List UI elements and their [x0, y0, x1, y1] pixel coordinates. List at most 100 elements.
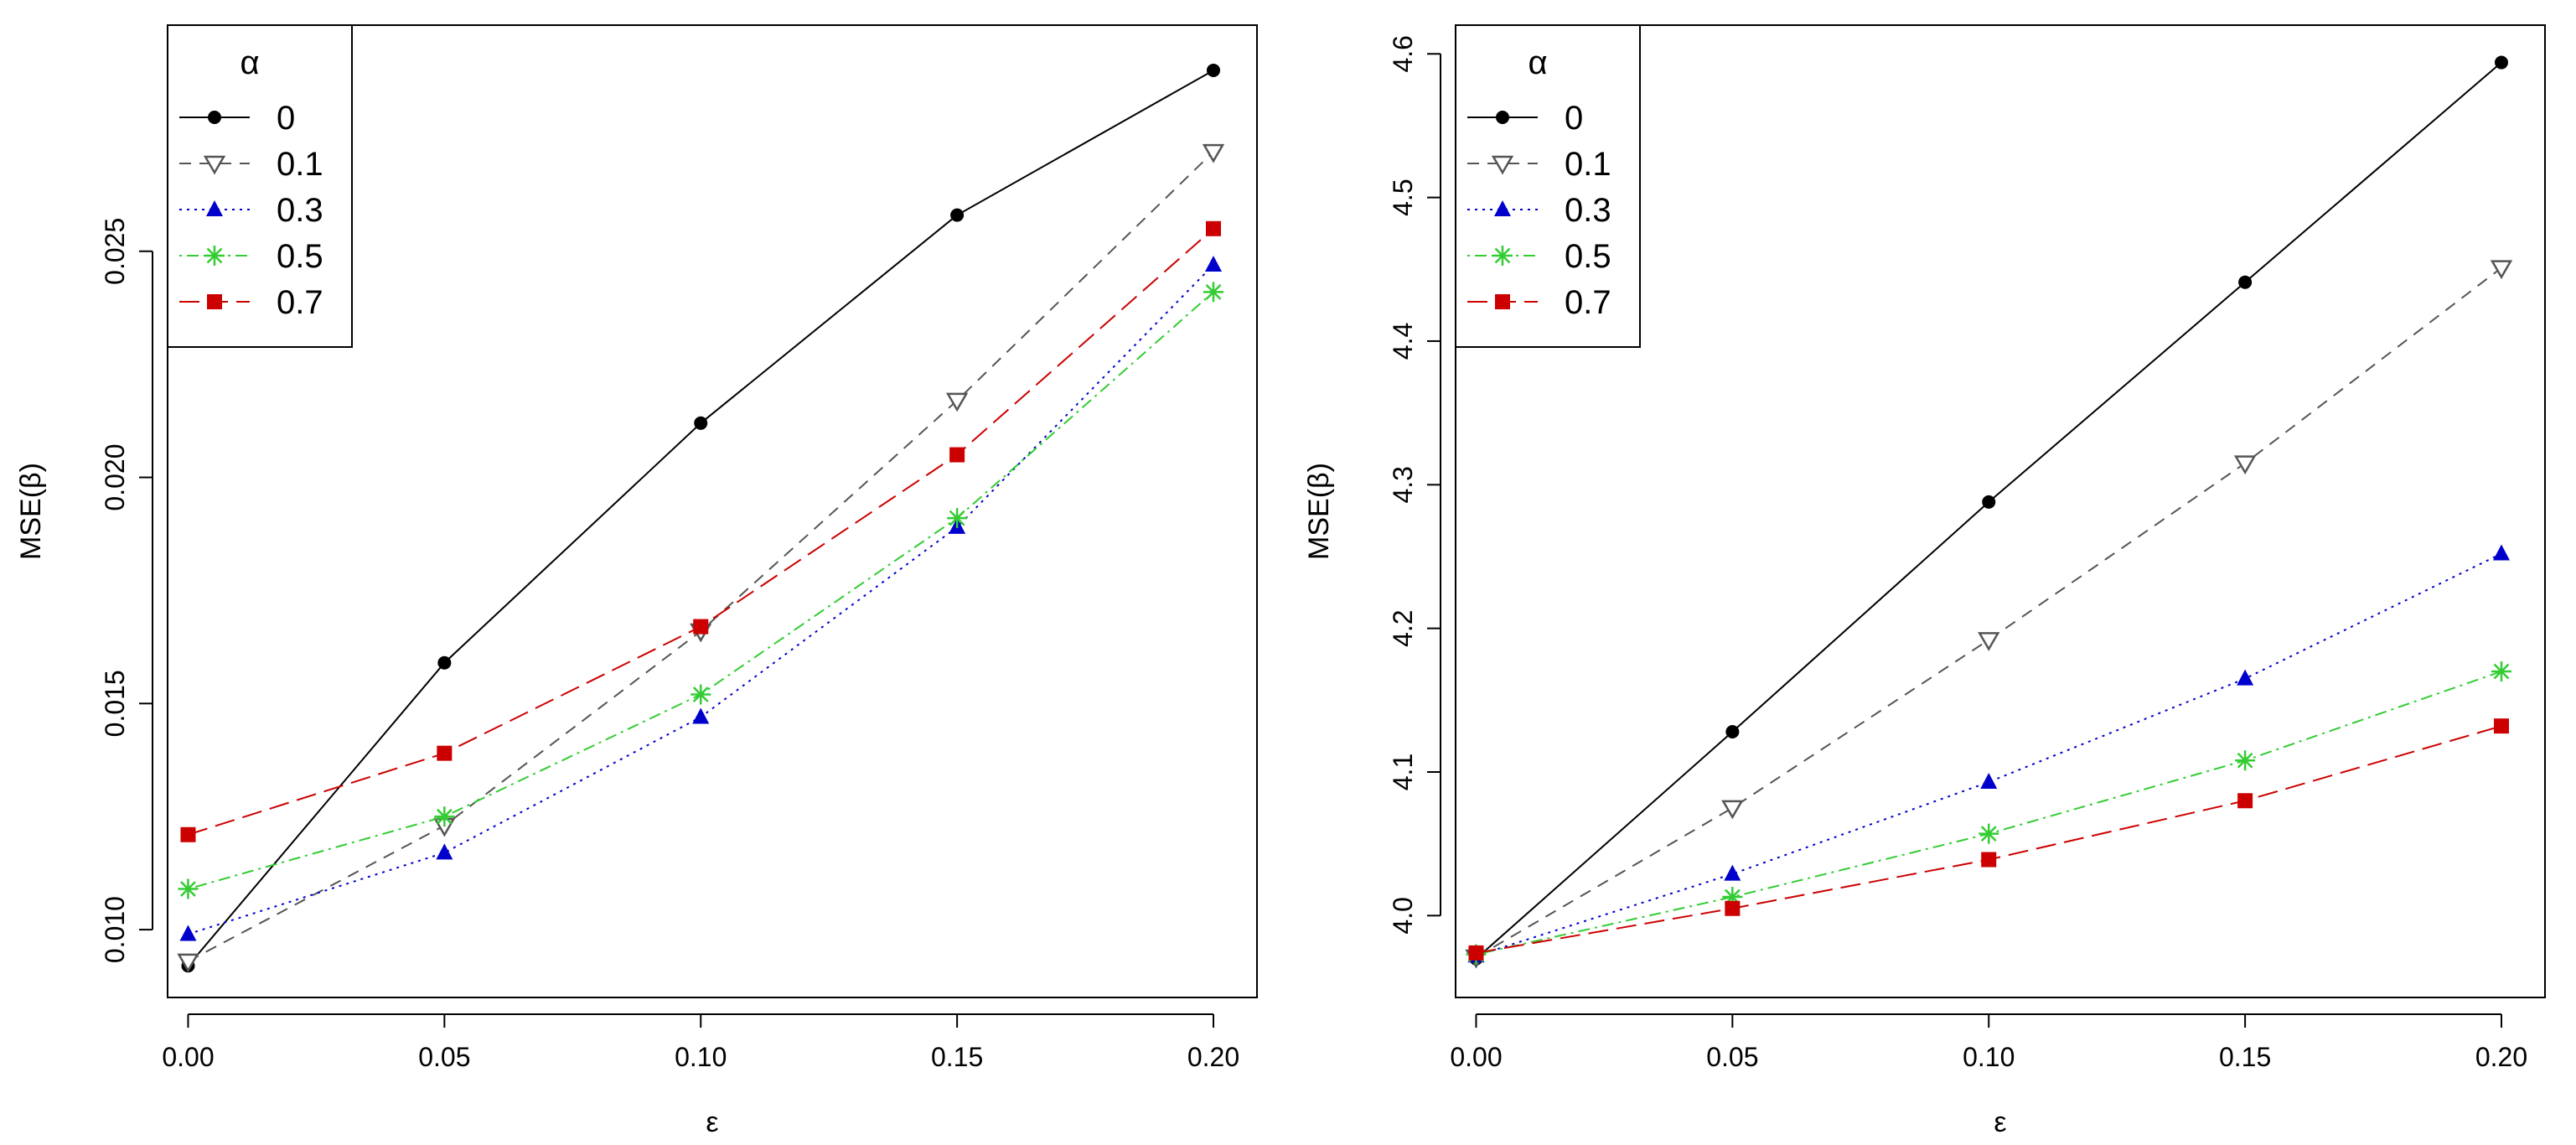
right-y-tick-label: 4.4 [1388, 323, 1418, 360]
left-y-tick-label: 0.010 [100, 896, 130, 963]
left-data-point-0.1 [945, 392, 969, 412]
left-data-point-0.7 [437, 745, 453, 761]
left-data-point-0.7 [180, 826, 196, 842]
right-legend-label-0.3: 0.3 [1565, 192, 1611, 229]
left-y-tick-label: 0.025 [100, 218, 130, 285]
left-data-point-0 [950, 208, 965, 222]
right-data-point-0.3 [1724, 864, 1741, 881]
right-x-tick-label: 0.05 [1706, 1042, 1758, 1072]
left-x-tick-label: 0.05 [418, 1042, 470, 1072]
chart-panel-right: 0.00 0.05 0.10 0.15 0.20 4.0 4.1 4.2 4.3 4.4 4.5 4.… [1288, 0, 2576, 1141]
right-data-point-0.7 [1468, 945, 1484, 961]
right-data-point-0.3 [2493, 544, 2510, 561]
left-legend-box [167, 24, 353, 348]
left-data-point-0 [437, 655, 452, 670]
left-legend-title: α [240, 44, 259, 81]
right-data-point-0.1 [1978, 632, 2000, 651]
right-y-tick-label: 4.2 [1388, 609, 1418, 646]
right-legend-box [1455, 24, 1641, 348]
right-y-axis-label: MSE(β) [1303, 463, 1335, 560]
right-data-point-0.7 [1725, 900, 1741, 916]
left-data-point-0.5 [178, 878, 199, 899]
left-legend-marker-0.3 [206, 200, 223, 216]
left-data-point-0.7 [1206, 220, 1221, 236]
chart-right-svg: 0.00 0.05 0.10 0.15 0.204.04.14.24.34.44.54.… [1303, 24, 2546, 1138]
left-data-point-0.7 [693, 619, 709, 635]
chart-panel-left: 0.00 0.05 0.10 0.15 0.20 0.010 0.015 0.020 0.025… [0, 0, 1288, 1141]
right-data-point-0 [2495, 55, 2508, 70]
left-data-point-0.3 [436, 843, 453, 860]
left-data-point-0.1 [177, 953, 199, 973]
right-legend-title: α [1528, 44, 1547, 81]
right-legend: α0 0.1 0.3 0.5 0.7 [1455, 24, 1641, 348]
right-y-tick-label: 4.3 [1388, 466, 1418, 503]
right-data-point-0.1 [1721, 800, 1744, 820]
right-y-tick-label: 4.5 [1388, 179, 1418, 215]
left-x-tick-label: 0.20 [1187, 1042, 1239, 1072]
left-y-tick-label: 0.020 [100, 443, 130, 510]
left-data-point-0.3 [692, 707, 710, 724]
left-series-0.3 [179, 255, 1222, 941]
left-x-tick-label: 0.15 [931, 1042, 983, 1072]
left-series-0.5 [178, 282, 1223, 899]
left-legend-label-0.3: 0.3 [277, 192, 323, 229]
right-x-tick-label: 0.00 [1450, 1042, 1502, 1072]
right-legend-marker-0.7 [1495, 294, 1510, 309]
left-x-tick-label: 0.00 [162, 1042, 214, 1072]
left-data-point-0.5 [691, 684, 711, 705]
left-legend-label-0.7: 0.7 [277, 284, 323, 321]
left-data-point-0 [1207, 63, 1220, 77]
right-series-0.5 [1466, 661, 2511, 965]
right-plot-frame [1455, 24, 2546, 998]
right-data-point-0.1 [2490, 260, 2513, 280]
right-x-tick-label: 0.10 [1963, 1042, 2015, 1072]
left-legend-marker-0.1 [203, 155, 226, 175]
right-series-line-0.5 [1476, 671, 2502, 956]
right-data-point-0.1 [2233, 455, 2257, 475]
right-data-point-0.5 [2491, 661, 2511, 682]
right-legend-label-0: 0 [1565, 100, 1583, 137]
left-series-line-0.5 [188, 291, 1214, 890]
left-data-point-0.3 [179, 925, 197, 941]
left-legend-marker-0.7 [207, 294, 222, 309]
right-legend-marker-0.3 [1494, 200, 1511, 216]
left-legend: α0 0.1 0.3 0.5 0.7 [167, 24, 353, 348]
left-y-axis-label: MSE(β) [15, 463, 47, 560]
right-legend-label-0.1: 0.1 [1565, 146, 1611, 183]
right-data-point-0.5 [1979, 823, 1999, 844]
left-data-point-0.5 [947, 508, 968, 529]
left-data-point-0 [694, 416, 708, 430]
right-y-tick-label: 4.0 [1388, 897, 1418, 934]
right-data-point-0.7 [2494, 718, 2509, 734]
right-x-axis-label: ε [1994, 1106, 2006, 1138]
left-series-0.7 [180, 220, 1221, 842]
left-data-point-0.5 [1203, 282, 1223, 303]
left-legend-marker-0 [208, 111, 221, 124]
left-legend-marker-0.5 [204, 246, 225, 266]
right-y-tick-label: 4.1 [1388, 754, 1418, 790]
right-legend-marker-0.5 [1492, 246, 1513, 266]
left-x-axis-label: ε [706, 1106, 718, 1138]
right-legend-label-0.5: 0.5 [1565, 238, 1611, 275]
right-data-point-0 [2238, 275, 2253, 289]
left-x-tick-label: 0.10 [675, 1042, 727, 1072]
right-data-point-0.7 [2237, 793, 2253, 809]
chart-left-svg: 0.00 0.05 0.10 0.15 0.200.0100.0150.0200.025… [15, 24, 1258, 1138]
left-data-point-0.5 [434, 806, 455, 827]
left-plot-frame [167, 24, 1258, 998]
right-series-0.3 [1467, 544, 2510, 963]
right-legend-marker-0 [1496, 111, 1509, 124]
left-data-point-0.3 [1205, 255, 1222, 272]
left-legend-label-0: 0 [277, 100, 295, 137]
right-data-point-0.3 [1980, 772, 1998, 789]
right-x-tick-label: 0.15 [2219, 1042, 2271, 1072]
right-y-tick-label: 4.6 [1388, 35, 1418, 72]
left-y-tick-label: 0.015 [100, 670, 130, 737]
left-data-point-0.1 [1202, 143, 1225, 163]
right-data-point-0 [1725, 725, 1740, 739]
right-series-line-0.3 [1476, 552, 2502, 957]
left-legend-label-0.1: 0.1 [277, 146, 323, 183]
right-data-point-0 [1982, 495, 1996, 509]
left-data-point-0.7 [949, 447, 965, 463]
right-data-point-0.3 [2237, 669, 2254, 686]
